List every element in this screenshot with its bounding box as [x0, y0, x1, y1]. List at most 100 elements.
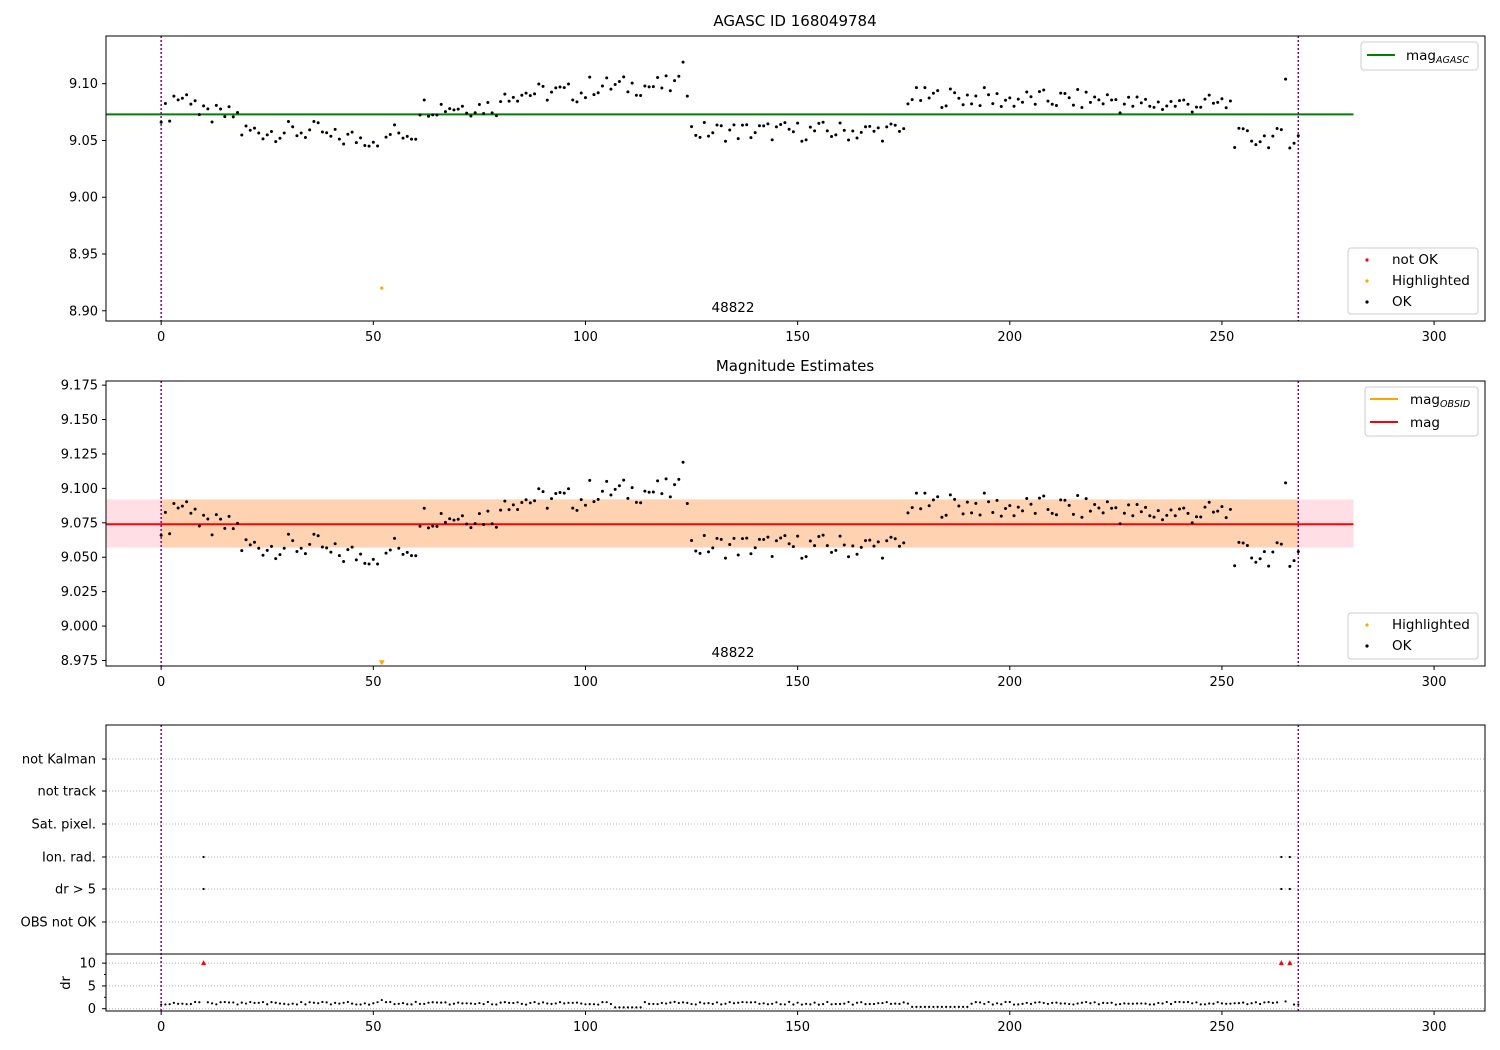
dr-point — [177, 1002, 180, 1005]
legend-marker-ok — [1365, 300, 1369, 304]
ok-point — [592, 93, 596, 97]
dr-point — [1080, 1001, 1084, 1004]
ok-point — [244, 124, 248, 128]
dr-point — [389, 1000, 392, 1004]
ok-point — [677, 74, 681, 78]
ok-point — [439, 102, 443, 106]
ok-point — [1033, 511, 1037, 515]
y-tick-label: 9.050 — [61, 551, 98, 566]
dr-point — [444, 1001, 447, 1004]
ok-point — [507, 99, 511, 103]
dr-point — [524, 1003, 528, 1006]
ok-point — [1101, 511, 1105, 515]
ok-point — [1050, 511, 1054, 515]
dr-point — [1250, 1002, 1253, 1005]
ok-point — [571, 506, 575, 510]
panel-2-axes: 0 50 100 150 200 250 300 8.975 9.000 9.025 9.050 9.… — [61, 379, 1447, 690]
dr-point — [690, 1002, 693, 1006]
ok-point — [1199, 105, 1203, 109]
dr-point — [181, 1002, 184, 1005]
dr-point — [219, 1001, 222, 1004]
ok-point — [1203, 505, 1207, 509]
ok-point — [677, 477, 681, 481]
dr-point — [681, 1001, 685, 1004]
ok-point — [376, 562, 380, 566]
ok-point — [626, 496, 630, 500]
dr-clipped-marker — [1278, 960, 1284, 966]
dr-point — [830, 1003, 833, 1006]
ok-point — [1241, 127, 1245, 131]
ok-point — [1182, 98, 1186, 102]
ok-point — [613, 82, 617, 86]
ok-point — [1156, 100, 1160, 104]
ok-point — [197, 524, 201, 528]
ok-point — [316, 121, 320, 125]
ok-point — [897, 129, 901, 133]
dr-point — [779, 1003, 782, 1006]
ok-point — [931, 91, 935, 95]
ok-point — [193, 507, 197, 511]
ok-point — [516, 507, 520, 511]
dr-point — [1267, 1001, 1270, 1004]
ok-point — [1173, 104, 1177, 108]
ok-point — [622, 478, 626, 482]
ok-point — [864, 125, 868, 129]
ok-point — [1211, 510, 1215, 514]
ok-point — [346, 132, 350, 136]
ok-point — [800, 139, 804, 143]
ok-point — [397, 131, 401, 135]
dr-point — [715, 1001, 719, 1004]
ok-point — [1258, 557, 1262, 561]
ok-point — [694, 133, 698, 137]
ok-point — [473, 111, 477, 115]
ok-point — [579, 498, 583, 502]
dr-point — [546, 1002, 549, 1005]
ok-point — [1059, 498, 1063, 502]
ok-point — [308, 128, 312, 132]
ok-point — [159, 533, 163, 537]
ok-point — [329, 550, 333, 554]
ok-point — [231, 115, 235, 119]
ok-point — [566, 82, 570, 86]
x-tick-label: 100 — [573, 330, 598, 345]
ok-point — [376, 144, 380, 148]
dr-point — [541, 1001, 545, 1004]
dr-point — [1259, 1002, 1262, 1006]
ok-point — [350, 130, 354, 134]
ok-point — [889, 122, 893, 126]
ok-point — [482, 522, 486, 526]
panel-2-title: Magnitude Estimates — [716, 357, 874, 375]
ok-point — [1063, 92, 1067, 96]
ok-point — [460, 104, 464, 108]
ok-point — [541, 84, 545, 88]
ok-point — [880, 139, 884, 143]
dr-point — [923, 1005, 927, 1008]
ok-point — [762, 124, 766, 128]
dr-point — [278, 1002, 282, 1005]
dr-point — [512, 1001, 515, 1005]
dr-point — [987, 1000, 990, 1004]
ok-point — [1127, 503, 1131, 507]
ok-point — [269, 544, 273, 548]
x-tick-label: 250 — [1210, 1020, 1235, 1035]
dr-point — [677, 1001, 680, 1005]
ok-point — [923, 86, 927, 90]
ok-point — [1224, 106, 1228, 110]
ok-point — [460, 514, 464, 518]
ok-point — [541, 490, 545, 494]
ok-point — [227, 105, 231, 109]
ok-point — [681, 60, 685, 64]
ok-point — [1271, 134, 1275, 138]
dr-point — [1225, 1002, 1228, 1005]
ok-point — [1088, 509, 1092, 513]
x-tick-label: 0 — [157, 675, 165, 690]
ok-point — [796, 534, 800, 538]
ok-point — [643, 489, 647, 493]
ok-point — [647, 490, 651, 494]
panel-agasc: AGASC ID 168049784 0 50 100 150 200 250 300 8.9… — [69, 12, 1486, 345]
dr-point — [754, 1001, 757, 1004]
dr-point — [605, 1001, 608, 1004]
ok-point — [257, 546, 261, 550]
dr-point — [894, 1002, 897, 1005]
ok-point — [974, 501, 978, 505]
